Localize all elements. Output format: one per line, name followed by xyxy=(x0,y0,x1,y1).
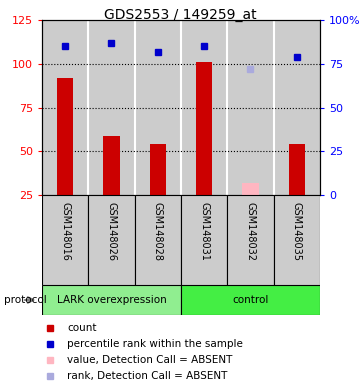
Bar xyxy=(227,20,274,195)
Text: GSM148035: GSM148035 xyxy=(292,202,302,261)
Text: GSM148032: GSM148032 xyxy=(245,202,256,261)
Text: rank, Detection Call = ABSENT: rank, Detection Call = ABSENT xyxy=(67,371,227,381)
Text: value, Detection Call = ABSENT: value, Detection Call = ABSENT xyxy=(67,355,232,365)
Bar xyxy=(274,195,320,285)
Bar xyxy=(42,20,88,195)
Bar xyxy=(289,144,305,195)
Bar xyxy=(88,20,135,195)
Text: GSM148016: GSM148016 xyxy=(60,202,70,261)
Bar xyxy=(196,62,212,195)
Bar xyxy=(181,285,320,315)
Text: GSM148026: GSM148026 xyxy=(106,202,117,261)
Bar xyxy=(42,195,88,285)
Text: protocol: protocol xyxy=(4,295,46,305)
Bar xyxy=(181,20,227,195)
Bar xyxy=(57,78,73,195)
Bar xyxy=(103,136,119,195)
Text: LARK overexpression: LARK overexpression xyxy=(57,295,166,305)
Bar xyxy=(181,195,227,285)
Text: control: control xyxy=(232,295,269,305)
Bar xyxy=(135,20,181,195)
Bar xyxy=(242,183,258,195)
Bar xyxy=(88,195,135,285)
Text: percentile rank within the sample: percentile rank within the sample xyxy=(67,339,243,349)
Text: GSM148028: GSM148028 xyxy=(153,202,163,261)
Text: count: count xyxy=(67,323,96,333)
Bar xyxy=(42,285,181,315)
Bar xyxy=(150,144,166,195)
Bar xyxy=(135,195,181,285)
Text: GDS2553 / 149259_at: GDS2553 / 149259_at xyxy=(104,8,257,22)
Bar xyxy=(227,195,274,285)
Bar xyxy=(274,20,320,195)
Text: GSM148031: GSM148031 xyxy=(199,202,209,261)
